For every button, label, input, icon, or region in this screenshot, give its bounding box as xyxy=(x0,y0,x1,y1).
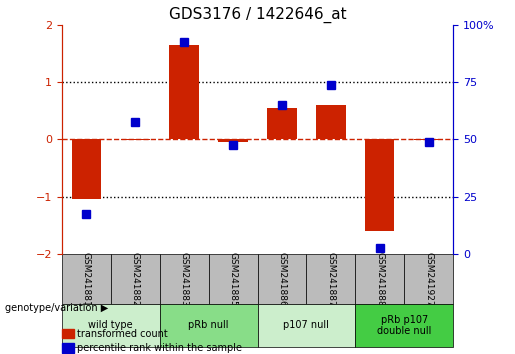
FancyBboxPatch shape xyxy=(209,254,258,304)
FancyBboxPatch shape xyxy=(62,254,111,304)
FancyBboxPatch shape xyxy=(306,254,355,304)
Title: GDS3176 / 1422646_at: GDS3176 / 1422646_at xyxy=(169,7,346,23)
FancyBboxPatch shape xyxy=(111,254,160,304)
Text: genotype/variation ▶: genotype/variation ▶ xyxy=(5,303,108,313)
Text: pRb p107
double null: pRb p107 double null xyxy=(377,315,432,336)
Text: GSM241882: GSM241882 xyxy=(131,252,140,306)
FancyBboxPatch shape xyxy=(355,254,404,304)
Bar xyxy=(414,139,443,141)
Text: transformed count: transformed count xyxy=(77,329,168,339)
FancyBboxPatch shape xyxy=(404,254,453,304)
Bar xyxy=(316,105,346,139)
Text: GSM241883: GSM241883 xyxy=(180,252,188,306)
Bar xyxy=(169,45,199,139)
Text: pRb null: pRb null xyxy=(188,320,229,330)
Text: wild type: wild type xyxy=(89,320,133,330)
Text: percentile rank within the sample: percentile rank within the sample xyxy=(77,343,243,353)
Text: GSM241881: GSM241881 xyxy=(82,252,91,306)
Text: p107 null: p107 null xyxy=(283,320,330,330)
Bar xyxy=(267,108,297,139)
Text: GSM241887: GSM241887 xyxy=(327,252,335,306)
Text: GSM241885: GSM241885 xyxy=(229,252,237,306)
FancyBboxPatch shape xyxy=(258,254,306,304)
Bar xyxy=(62,329,74,338)
Bar xyxy=(121,139,150,141)
Text: GSM241927: GSM241927 xyxy=(424,252,433,306)
Bar xyxy=(62,343,74,353)
FancyBboxPatch shape xyxy=(355,304,453,347)
Text: GSM241886: GSM241886 xyxy=(278,252,286,306)
Text: GSM241888: GSM241888 xyxy=(375,252,384,306)
FancyBboxPatch shape xyxy=(160,254,209,304)
FancyBboxPatch shape xyxy=(62,304,160,347)
FancyBboxPatch shape xyxy=(258,304,355,347)
Bar xyxy=(72,139,101,199)
Bar xyxy=(218,139,248,142)
FancyBboxPatch shape xyxy=(160,304,258,347)
Bar xyxy=(365,139,394,231)
